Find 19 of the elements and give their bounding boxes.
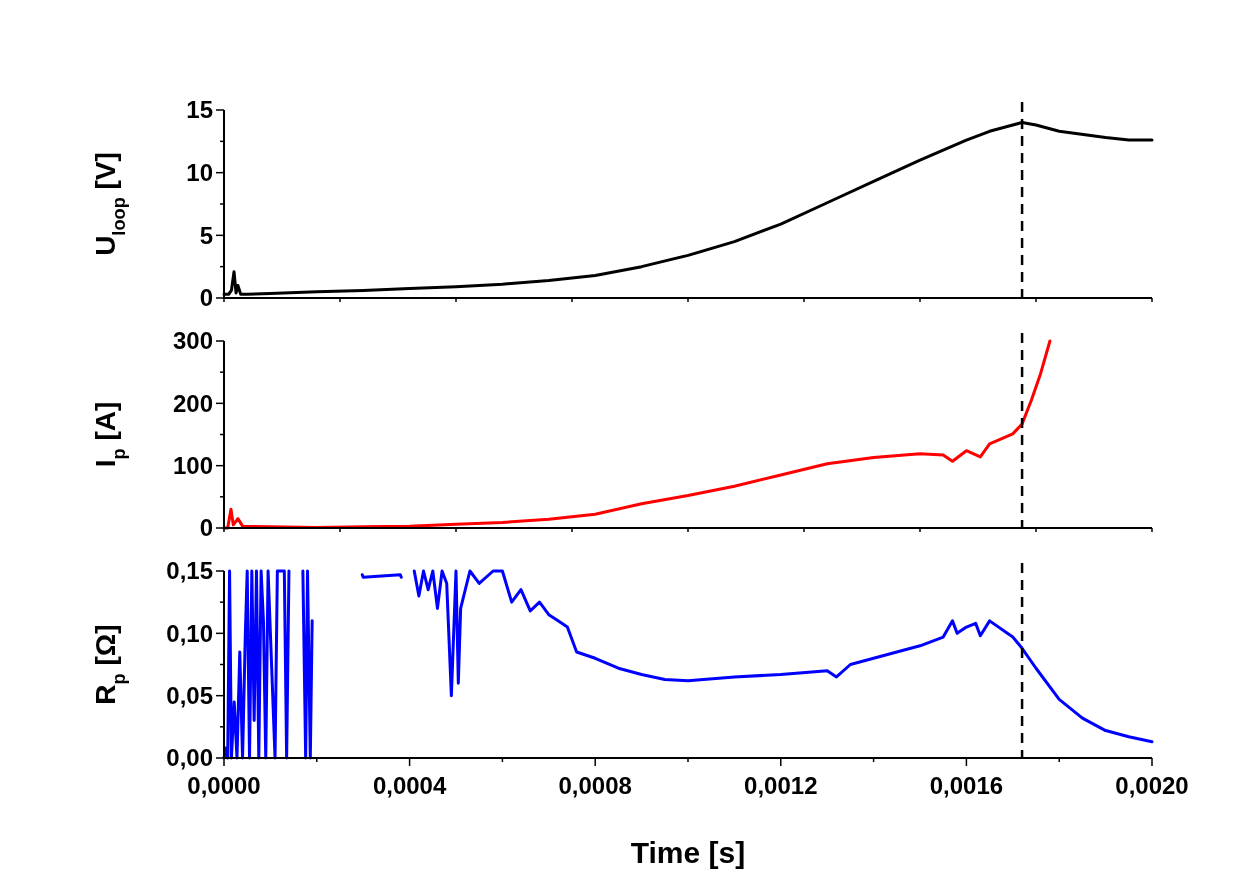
y-tick-label: 0 [199, 284, 213, 312]
x-tick-label: 0,0016 [929, 772, 1004, 799]
x-tick-label: 0,0012 [744, 772, 818, 799]
y-tick-label: 300 [172, 327, 213, 355]
y-tick-label: 200 [172, 389, 213, 417]
x-tick-label: 0,0008 [558, 772, 632, 799]
y-tick-label: 100 [172, 452, 213, 480]
x-tick-label: 0,0004 [372, 772, 447, 799]
y-tick-label: 5 [199, 221, 213, 249]
x-tick-label: 0,0000 [187, 772, 261, 799]
y-tick-label: 0,10 [166, 619, 213, 647]
y-tick-label: 0,05 [166, 682, 213, 710]
y-tick-label: 0,15 [166, 557, 213, 585]
y-tick-label: 0 [199, 514, 213, 542]
y-tick-label: 15 [186, 96, 213, 124]
y-tick-label: 0,00 [166, 744, 213, 772]
y-tick-label: 10 [186, 159, 213, 187]
x-axis-title: Time [s] [630, 836, 746, 869]
x-tick-label: 0,0020 [1115, 772, 1189, 799]
